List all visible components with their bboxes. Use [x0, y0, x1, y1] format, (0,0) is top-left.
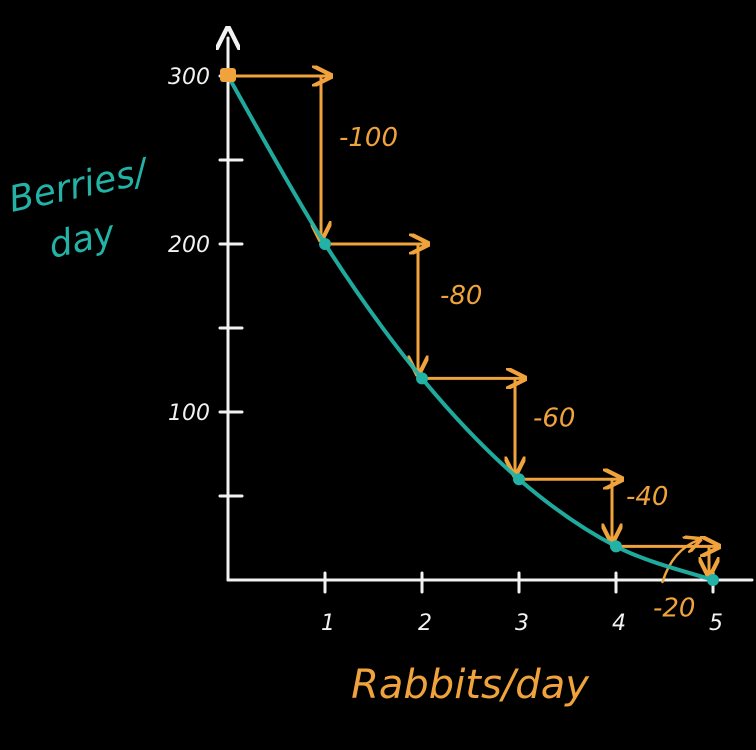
x-axis-label: Rabbits/day — [351, 662, 590, 708]
step-label-3: -60 — [533, 403, 575, 433]
y-axis-label-line-2: day — [45, 213, 119, 267]
axes: 1 2 3 4 5 100 200 300 — [168, 38, 754, 636]
data-point-4 — [610, 540, 622, 553]
step-label-2: -80 — [440, 281, 482, 311]
x-tick-label-2: 2 — [418, 611, 432, 636]
step-label-5: -20 — [653, 593, 695, 623]
labels: Rabbits/day Berries/ day — [5, 151, 590, 708]
data-points — [220, 68, 719, 586]
y-tick-label-200: 200 — [168, 233, 210, 258]
data-point-1 — [319, 238, 331, 250]
data-point-5 — [707, 574, 719, 586]
x-tick-label-1: 1 — [321, 611, 335, 636]
step-label-4: -40 — [626, 482, 668, 512]
data-point-3 — [513, 473, 525, 486]
pointer-arrow — [661, 540, 699, 584]
x-tick-label-4: 4 — [612, 611, 626, 636]
data-point-0 — [220, 68, 236, 82]
y-tick-label-100: 100 — [168, 401, 210, 426]
step-label-1: -100 — [339, 123, 398, 153]
data-point-2 — [416, 372, 428, 385]
y-tick-label-300: 300 — [168, 65, 210, 90]
step-arrows: -100 -80 -60 -40 -20 — [232, 76, 717, 623]
y-axis-label-line-1: Berries/ — [5, 151, 154, 221]
x-tick-label-3: 3 — [515, 611, 529, 636]
x-tick-label-5: 5 — [709, 611, 723, 636]
